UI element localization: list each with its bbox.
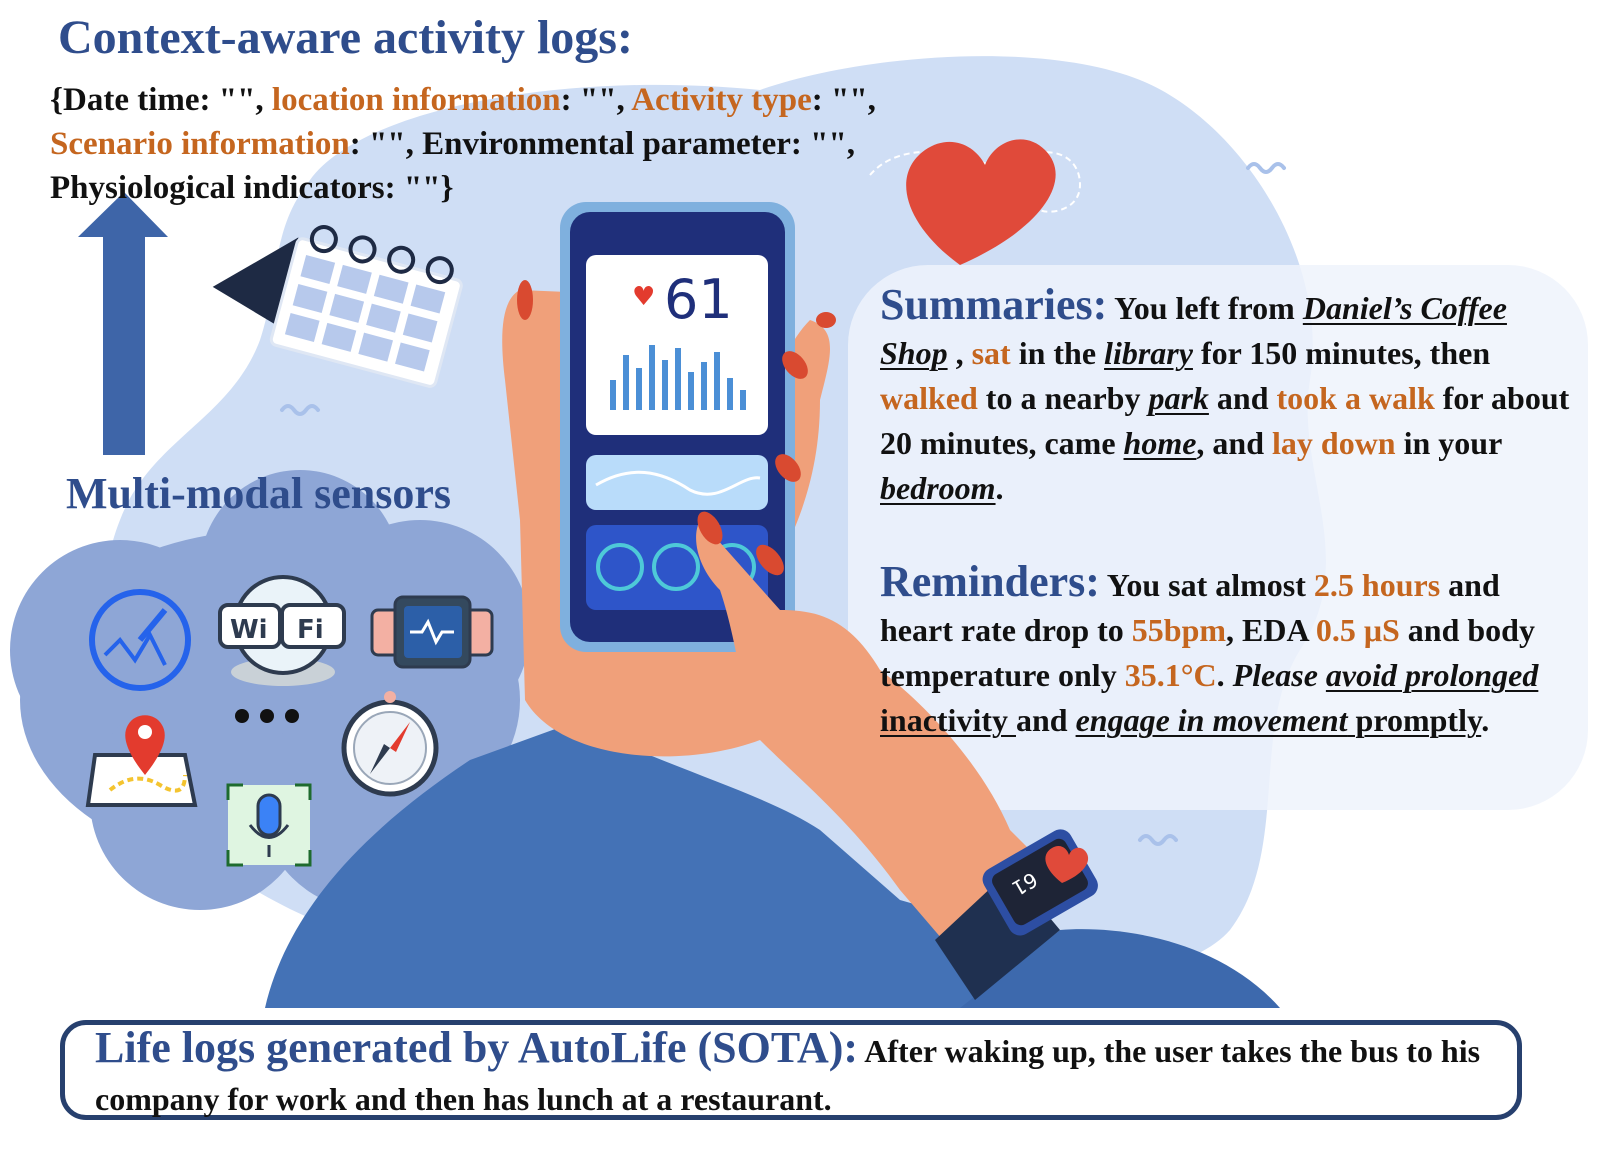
autolife-description: After waking up, the user takes the bus …	[95, 1033, 1481, 1117]
sensors-label: Multi-modal sensors	[66, 469, 451, 518]
phone-heart-rate: 61	[664, 268, 733, 331]
wrist-watch	[935, 829, 1098, 1000]
smartwatch-icon	[370, 595, 494, 669]
microphone-icon	[226, 783, 312, 867]
calendar-icon	[212, 225, 463, 388]
svg-text:Wi: Wi	[230, 615, 268, 645]
up-arrow	[78, 192, 168, 455]
summaries-heading: Summaries:	[880, 280, 1108, 329]
field-environmental: Environmental parameter	[422, 126, 791, 162]
summary-panel-bg	[848, 265, 1588, 810]
compass-icon	[341, 691, 439, 797]
reminders-heading: Reminders:	[880, 557, 1100, 606]
reminders-paragraph: Reminders: You sat almost 2.5 hours and …	[880, 557, 1539, 738]
field-physiological: Physiological indicators	[50, 170, 385, 206]
heart-balloon	[869, 139, 1082, 265]
field-activity-type: Activity type	[631, 82, 812, 118]
summaries-panel: Summaries: You left from Daniel’s Coffee…	[880, 282, 1570, 743]
map-pin-icon	[85, 715, 198, 807]
field-scenario: Scenario information	[50, 126, 350, 162]
right-sleeve	[960, 929, 1280, 1008]
wifi-icon: Wi Fi	[218, 575, 346, 686]
field-location: location information	[271, 82, 561, 118]
svg-text:Fi: Fi	[297, 615, 324, 645]
summaries-paragraph: Summaries: You left from Daniel’s Coffee…	[880, 280, 1570, 506]
more-icon	[235, 709, 299, 723]
field-date-time: Date time	[63, 82, 200, 118]
autolife-heading: Life logs generated by AutoLife (SOTA):	[95, 1023, 859, 1072]
autolife-box	[60, 1020, 1522, 1120]
speedometer-icon	[89, 589, 191, 691]
log-schema: {Date time: "", location information: ""…	[50, 82, 876, 206]
page-title: Context-aware activity logs:	[58, 11, 633, 64]
right-hand	[696, 520, 1060, 960]
autolife-text: Life logs generated by AutoLife (SOTA): …	[95, 1024, 1495, 1123]
phone-heart-icon: ♥	[632, 282, 656, 312]
